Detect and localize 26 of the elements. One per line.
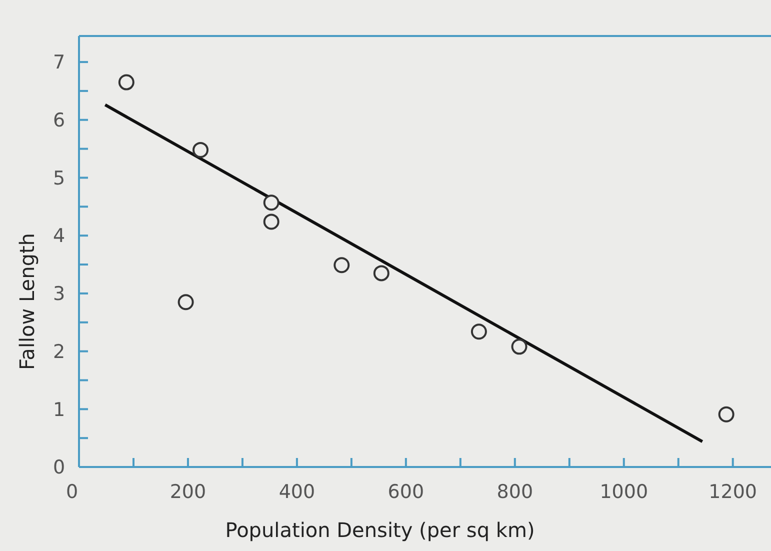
point: [511, 338, 528, 355]
y-tick-label: 7: [52, 52, 66, 74]
x-tick-label: 400: [278, 481, 316, 503]
point: [718, 406, 734, 422]
point: [470, 324, 487, 340]
x-tick-label: 1000: [600, 481, 648, 503]
point: [373, 265, 390, 282]
y-tick-label: 1: [52, 398, 66, 421]
point: [263, 214, 280, 230]
y-tick-label: 0: [52, 456, 66, 479]
x-tick-label: 800: [496, 481, 534, 503]
y-tick-label: 2: [52, 340, 66, 363]
y-tick-label: 5: [52, 167, 66, 190]
x-axis-title: Population Density (per sq km): [225, 518, 535, 542]
point: [263, 194, 280, 211]
y-tick-label: 3: [52, 283, 66, 306]
y-tick-label: 4: [52, 225, 66, 248]
y-axis-title: Fallow Length: [15, 233, 39, 370]
point: [178, 294, 194, 310]
y-tick-label: 6: [52, 110, 66, 132]
point: [118, 74, 134, 90]
point: [334, 257, 350, 274]
x-tick-label: 600: [388, 481, 424, 503]
point: [192, 142, 209, 158]
x-tick-label: 200: [170, 481, 206, 503]
x-tick-label: 1200: [708, 481, 758, 503]
